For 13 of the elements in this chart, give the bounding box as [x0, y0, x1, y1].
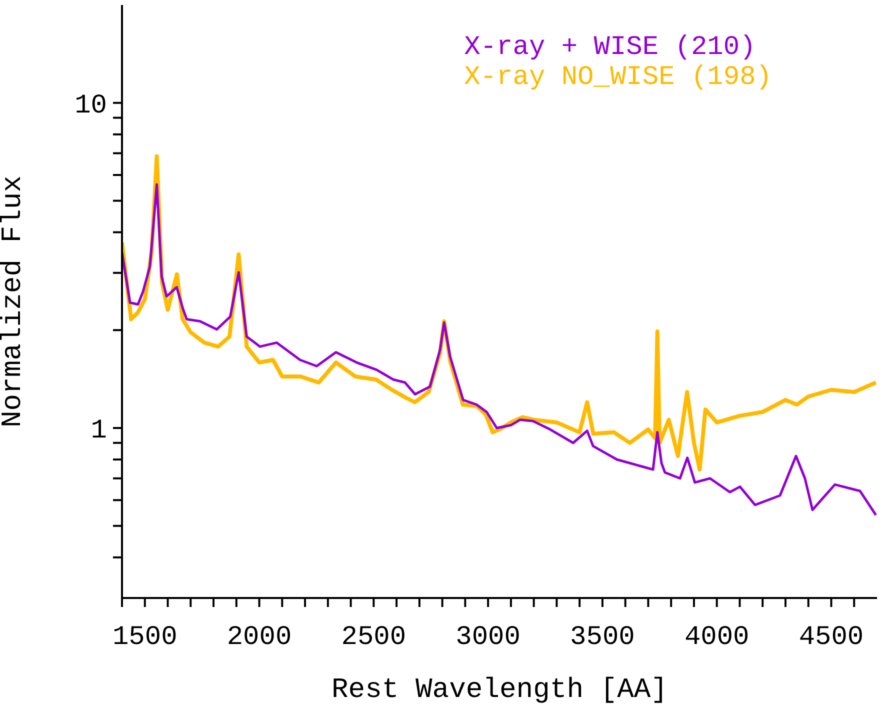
x-axis-title: Rest Wavelength [AA] — [331, 675, 668, 705]
text: X-ray NO_WISE (198) — [464, 63, 772, 93]
text: X-ray + WISE (210) — [464, 33, 757, 63]
x-tick-label: 2500 — [341, 623, 406, 654]
x-tick-label: 1500 — [112, 623, 178, 654]
y-tick-label: 1 — [90, 416, 107, 447]
x-tick-label: 3000 — [456, 623, 520, 654]
y-tick-label: 10 — [74, 91, 107, 122]
y-axis-title: Normalized Flux — [0, 175, 29, 428]
x-tick-label: 3500 — [570, 623, 635, 654]
x-tick-label: 4500 — [798, 623, 864, 654]
x-tick-label: 4000 — [684, 623, 750, 654]
x-tick-label: 2000 — [226, 623, 292, 654]
